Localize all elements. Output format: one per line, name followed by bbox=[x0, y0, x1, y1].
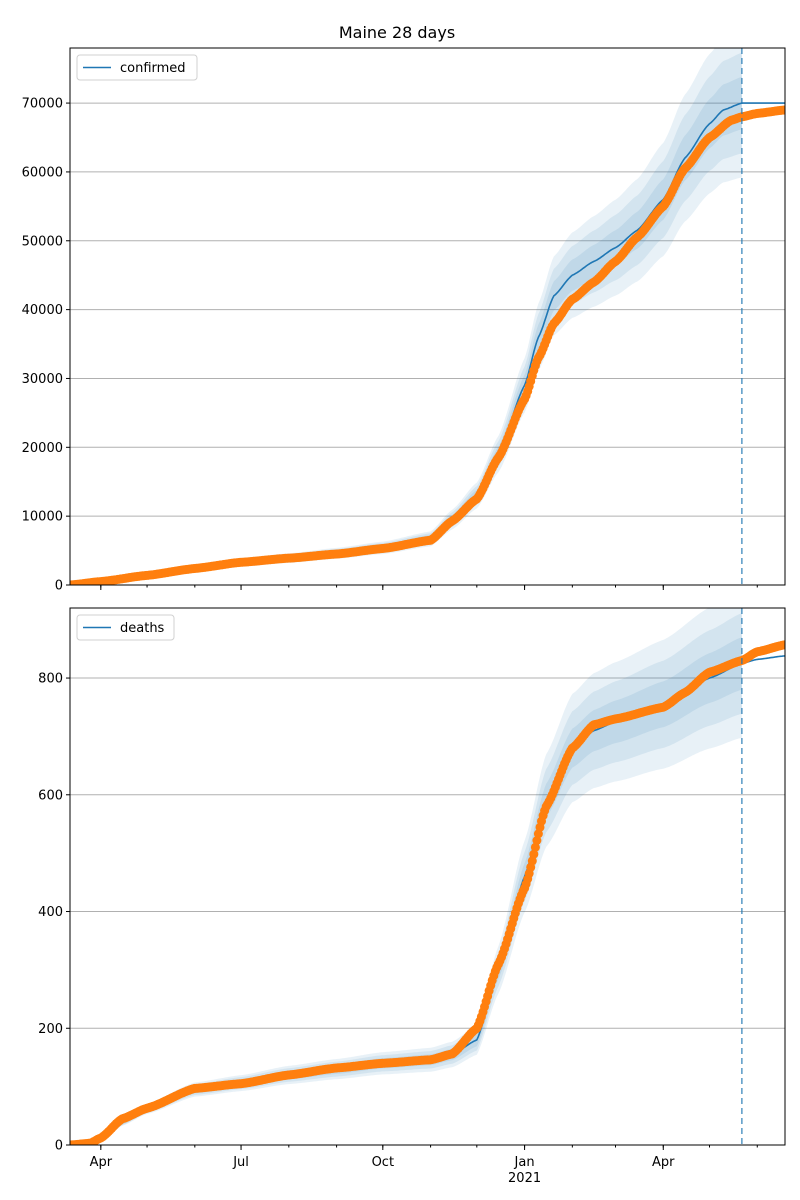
x-tick-label: Oct bbox=[372, 1155, 394, 1170]
observed-series bbox=[70, 640, 785, 1145]
observed-point bbox=[532, 836, 542, 845]
y-tick-label: 50000 bbox=[22, 234, 63, 249]
y-tick-label: 0 bbox=[55, 1139, 63, 1154]
chart-title: Maine 28 days bbox=[339, 23, 455, 42]
uncertainty-band bbox=[70, 637, 742, 1145]
plot-frame bbox=[69, 607, 786, 1146]
legend-box bbox=[76, 614, 175, 641]
observed-series bbox=[70, 105, 785, 585]
x-tick-label: Apr bbox=[90, 1155, 113, 1170]
legend-label: confirmed bbox=[120, 61, 186, 76]
uncertainty-band bbox=[70, 48, 742, 585]
plot-area bbox=[70, 48, 785, 585]
y-tick-label: 20000 bbox=[22, 441, 63, 456]
legend-box bbox=[76, 54, 198, 81]
uncertainty-band bbox=[70, 76, 742, 585]
observed-point bbox=[529, 849, 539, 859]
y-tick-label: 400 bbox=[38, 905, 63, 920]
confirmed-panel: 0 10000 20000 30000 40000 50000 60000 70000 conf… bbox=[22, 47, 786, 594]
y-tick-label: 10000 bbox=[22, 510, 63, 525]
uncertainty-band bbox=[70, 52, 742, 585]
y-tick-label: 30000 bbox=[22, 372, 63, 387]
observed-point bbox=[530, 842, 540, 852]
plot-area bbox=[70, 608, 785, 1145]
legend[interactable]: deaths bbox=[76, 614, 175, 641]
y-tick-label: 60000 bbox=[22, 165, 63, 180]
deaths-panel: 0 200 400 600 800 deaths bbox=[38, 607, 786, 1154]
x-tick-label: Jan bbox=[514, 1155, 535, 1170]
plot-frame bbox=[69, 47, 786, 586]
observed-point bbox=[780, 640, 785, 650]
x-tick-label: Apr bbox=[652, 1155, 675, 1170]
y-tick-label: 70000 bbox=[22, 97, 63, 112]
y-tick-label: 800 bbox=[38, 672, 63, 687]
observed-point bbox=[780, 105, 785, 115]
y-tick-label: 40000 bbox=[22, 303, 63, 318]
legend-label: deaths bbox=[120, 621, 165, 636]
legend[interactable]: confirmed bbox=[76, 54, 198, 81]
x-tick-label: Jul bbox=[232, 1155, 249, 1170]
observed-point bbox=[527, 856, 537, 866]
y-tick-label: 600 bbox=[38, 788, 63, 803]
y-tick-label: 0 bbox=[55, 579, 63, 594]
x-tick-sublabel: 2021 bbox=[508, 1171, 541, 1186]
y-tick-label: 200 bbox=[38, 1022, 63, 1037]
